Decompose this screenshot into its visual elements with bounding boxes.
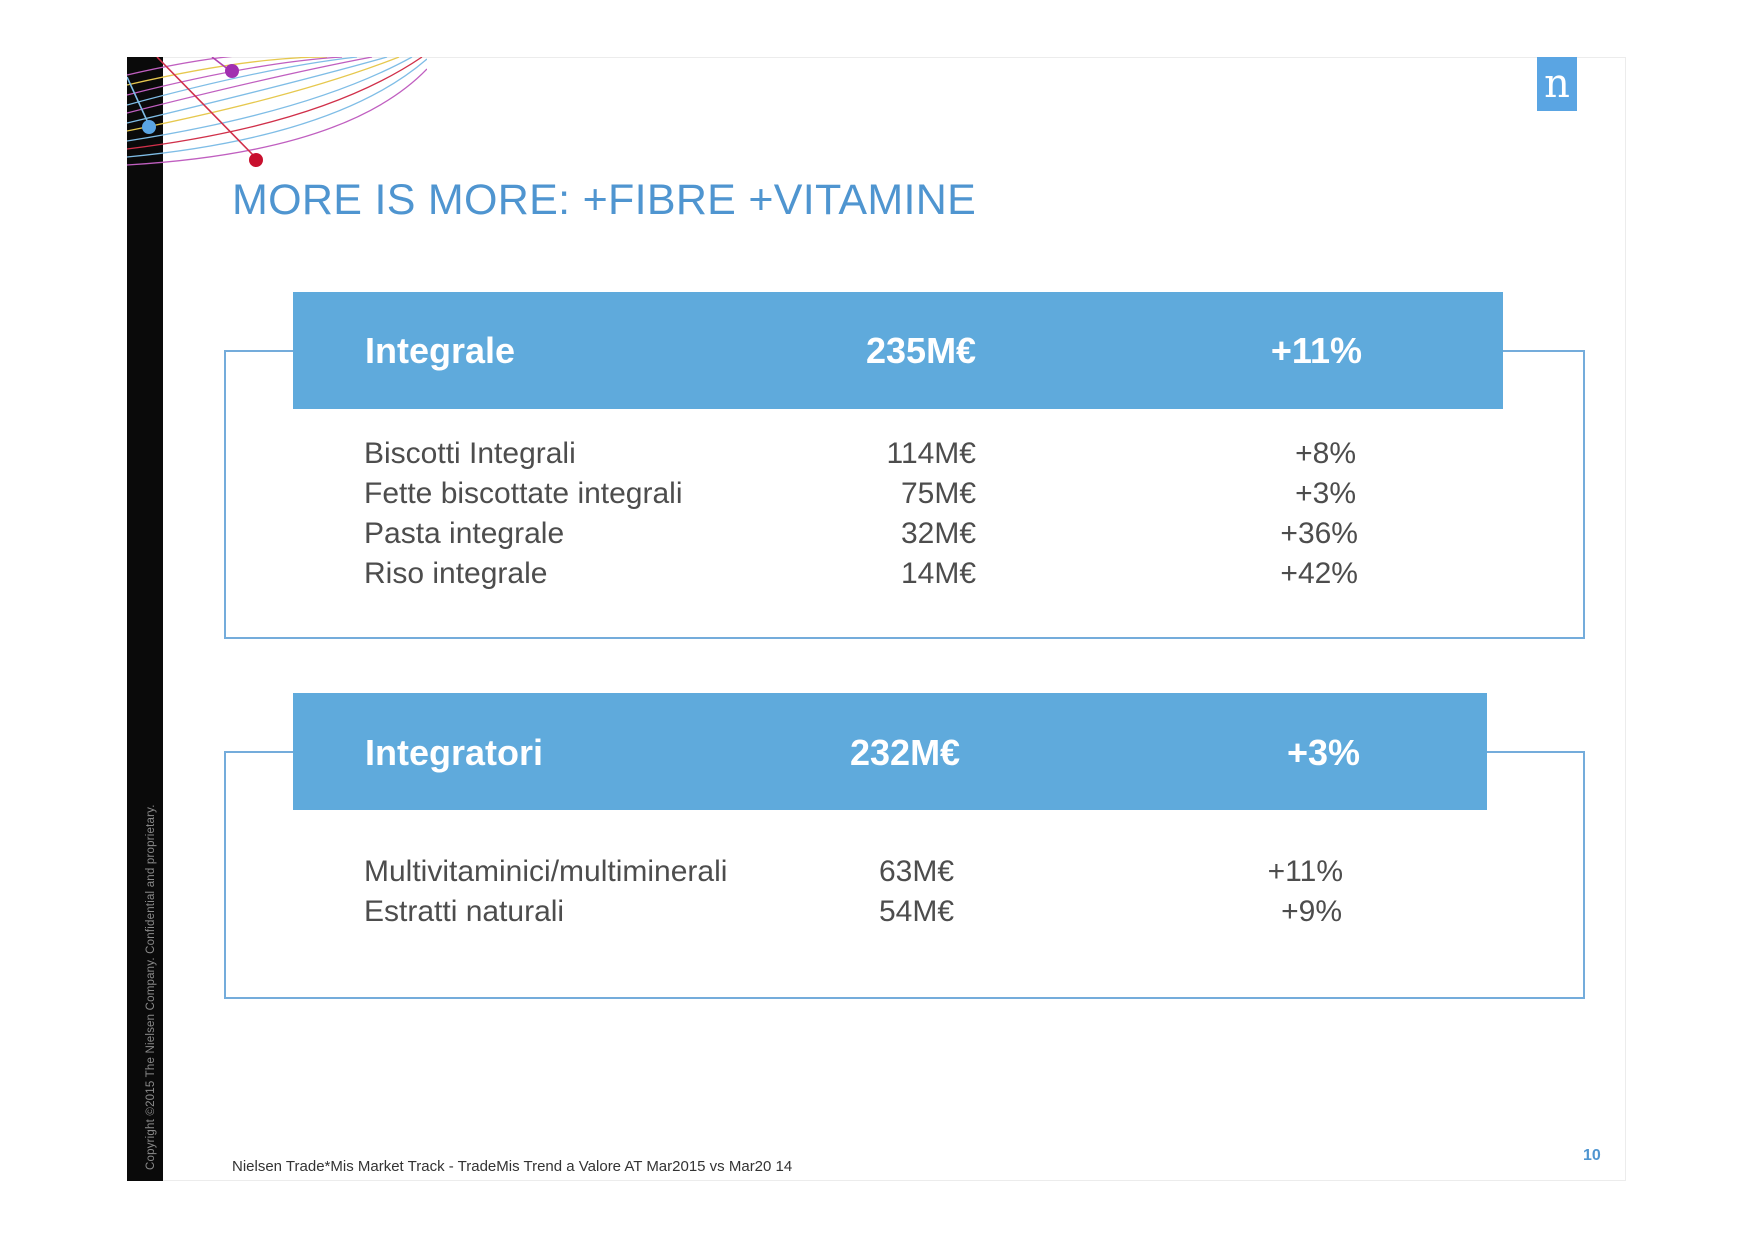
section-header-band — [293, 693, 1487, 810]
row-change: +11% — [1267, 855, 1343, 888]
section-header-value: 235M€ — [866, 330, 977, 371]
copyright-text: Copyright ©2015 The Nielsen Company. Con… — [145, 804, 157, 1170]
row-change: +8% — [1295, 437, 1356, 470]
section-header-change: +11% — [1270, 330, 1362, 371]
nielsen-logo: n — [1537, 57, 1577, 111]
row-change: +3% — [1295, 477, 1356, 510]
section-header-label: Integratori — [365, 732, 544, 773]
row-change: +36% — [1280, 517, 1358, 550]
section-header-band — [293, 292, 1503, 409]
row-label: Multivitaminici/multiminerali — [364, 855, 728, 888]
decorative-arcs-icon — [127, 57, 427, 167]
row-label: Estratti naturali — [364, 895, 565, 928]
slide-canvas — [127, 57, 1626, 1181]
section-header-label: Integrale — [365, 330, 516, 371]
row-value: 75M€ — [900, 477, 976, 510]
sidebar-bar — [127, 57, 163, 1181]
row-change: +9% — [1281, 895, 1342, 928]
row-value: 63M€ — [879, 855, 955, 888]
row-value: 32M€ — [900, 517, 976, 550]
row-label: Pasta integrale — [364, 517, 565, 550]
row-change: +42% — [1280, 557, 1358, 590]
slide-title: MORE IS MORE: +FIBRE +VITAMINE — [232, 176, 977, 224]
row-value: 114M€ — [886, 437, 976, 470]
row-label: Riso integrale — [364, 557, 548, 590]
row-value: 14M€ — [900, 557, 976, 590]
row-label: Fette biscottate integrali — [364, 477, 683, 510]
row-label: Biscotti Integrali — [364, 437, 576, 470]
source-footnote: Nielsen Trade*Mis Market Track - TradeMi… — [232, 1158, 793, 1175]
section-header-change: +3% — [1286, 732, 1360, 773]
row-value: 54M€ — [879, 895, 955, 928]
section-header-value: 232M€ — [850, 732, 961, 773]
page-number: 10 — [1583, 1147, 1601, 1164]
